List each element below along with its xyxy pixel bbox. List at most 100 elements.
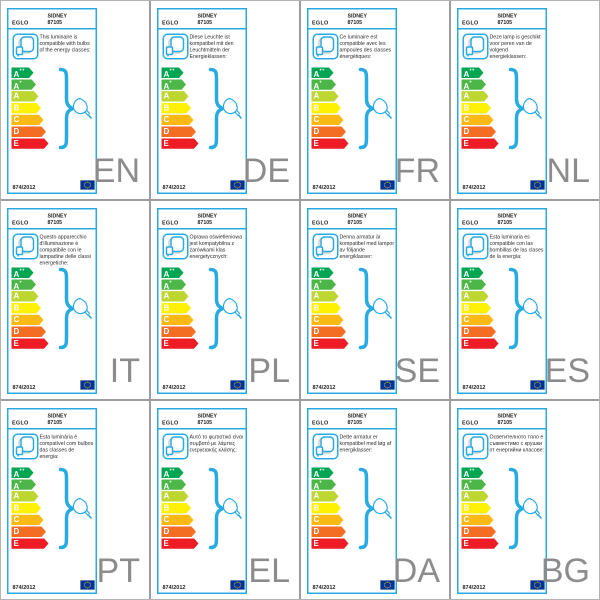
model-name: SIDNEY bbox=[347, 413, 368, 419]
energy-class-arrow-B: B bbox=[312, 503, 342, 514]
compatibility-text: Deze lamp is geschikt voor peren van de … bbox=[489, 34, 541, 60]
brand-logo: EGLO bbox=[312, 220, 329, 226]
energy-class-arrow-A++: A++ bbox=[162, 68, 184, 79]
language-code: BG bbox=[540, 552, 590, 590]
energy-label: EGLO SIDNEY 87105 Ce luminaire est compa… bbox=[307, 8, 397, 194]
energy-class-arrow-E: E bbox=[12, 138, 49, 149]
language-code: SE bbox=[394, 352, 440, 390]
luminaire-icon bbox=[12, 33, 39, 60]
energy-class-arrow-A: A bbox=[312, 91, 339, 102]
bulb-icon bbox=[522, 98, 542, 119]
energy-class-arrow-B: B bbox=[462, 303, 492, 314]
energy-class-arrow-A+: A+ bbox=[312, 279, 337, 290]
energy-class-arrows: A++ A+ A B C D E bbox=[312, 68, 349, 151]
energy-class-arrow-A+: A+ bbox=[12, 79, 37, 90]
energy-label: EGLO SIDNEY 87105 This luminaire is comp… bbox=[7, 8, 97, 194]
energy-class-arrow-C: C bbox=[312, 315, 344, 326]
compatibility-text: Dette armatur er kompatibel med løg af e… bbox=[339, 434, 392, 453]
energy-label: EGLO SIDNEY 87105 Осветителното тяло е с… bbox=[457, 408, 547, 594]
energy-class-arrow-E: E bbox=[162, 538, 199, 549]
bulb-icon bbox=[222, 498, 242, 519]
language-cell: EGLO SIDNEY 87105 Denna armatur är kompa… bbox=[301, 201, 449, 399]
language-code: FR bbox=[394, 152, 440, 190]
model-block: SIDNEY 87105 bbox=[198, 13, 218, 26]
luminaire-icon bbox=[312, 33, 339, 60]
luminaire-icon bbox=[312, 233, 339, 260]
brace-icon bbox=[58, 467, 75, 550]
energy-class-arrow-A: A bbox=[462, 291, 489, 302]
model-number: 87105 bbox=[197, 219, 213, 226]
energy-class-arrows: A++ A+ A B C D E bbox=[162, 268, 199, 351]
brace-icon bbox=[208, 267, 225, 350]
model-name: SIDNEY bbox=[347, 13, 368, 19]
model-block: SIDNEY 87105 bbox=[48, 213, 68, 226]
language-cell: EGLO SIDNEY 87105 Diese Leuchte ist komp… bbox=[151, 1, 299, 199]
energy-class-arrow-A: A bbox=[162, 491, 189, 502]
energy-class-arrow-E: E bbox=[462, 538, 499, 549]
language-code: EL bbox=[248, 552, 290, 590]
energy-class-arrow-A++: A++ bbox=[312, 468, 334, 479]
brand-logo: EGLO bbox=[12, 20, 29, 26]
model-number: 87105 bbox=[347, 419, 363, 426]
energy-class-arrow-A: A bbox=[312, 491, 339, 502]
energy-class-arrow-D: D bbox=[162, 126, 197, 137]
brace-icon bbox=[508, 67, 525, 150]
energy-class-arrow-E: E bbox=[312, 338, 349, 349]
compatibility-text: This luminaire is compatible with bulbs … bbox=[39, 34, 91, 53]
energy-class-arrow-C: C bbox=[462, 115, 494, 126]
language-code: DE bbox=[242, 152, 290, 190]
energy-class-arrow-A++: A++ bbox=[312, 268, 334, 279]
energy-class-arrow-E: E bbox=[12, 338, 49, 349]
energy-class-arrow-A: A bbox=[312, 291, 339, 302]
eu-flag-icon bbox=[530, 580, 545, 590]
model-name: SIDNEY bbox=[497, 413, 518, 419]
energy-class-arrow-A: A bbox=[162, 91, 189, 102]
brand-logo: EGLO bbox=[162, 420, 179, 426]
model-block: SIDNEY 87105 bbox=[198, 213, 218, 226]
luminaire-icon bbox=[312, 433, 339, 460]
model-number: 87105 bbox=[47, 219, 63, 226]
header-divider bbox=[458, 228, 546, 230]
energy-class-arrows: A++ A+ A B C D E bbox=[462, 468, 499, 551]
energy-class-arrow-B: B bbox=[312, 303, 342, 314]
eu-flag-icon bbox=[380, 180, 395, 190]
energy-class-arrow-D: D bbox=[312, 326, 347, 337]
model-name: SIDNEY bbox=[347, 213, 368, 219]
energy-class-arrow-B: B bbox=[162, 303, 192, 314]
luminaire-icon bbox=[162, 233, 189, 260]
brace-icon bbox=[508, 467, 525, 550]
luminaire-icon bbox=[162, 433, 189, 460]
language-cell: EGLO SIDNEY 87105 Esta luminária é compa… bbox=[1, 401, 149, 599]
model-block: SIDNEY 87105 bbox=[48, 13, 68, 26]
model-name: SIDNEY bbox=[47, 413, 68, 419]
regulation-number: 874/2012 bbox=[162, 184, 186, 191]
energy-class-arrow-D: D bbox=[12, 526, 47, 537]
header-divider bbox=[8, 28, 96, 30]
brand-logo: EGLO bbox=[462, 20, 479, 26]
energy-class-arrow-A++: A++ bbox=[12, 68, 34, 79]
model-number: 87105 bbox=[347, 219, 363, 226]
compatibility-text: Esta luminaria es compatible con las bom… bbox=[489, 234, 544, 260]
brace-icon bbox=[358, 467, 375, 550]
header-divider bbox=[158, 28, 246, 30]
energy-class-arrows: A++ A+ A B C D E bbox=[12, 68, 49, 151]
energy-class-arrow-D: D bbox=[312, 526, 347, 537]
energy-class-arrow-B: B bbox=[12, 303, 42, 314]
model-name: SIDNEY bbox=[47, 13, 68, 19]
energy-class-arrow-A+: A+ bbox=[462, 79, 487, 90]
energy-class-arrow-A++: A++ bbox=[462, 268, 484, 279]
energy-class-arrow-B: B bbox=[12, 103, 42, 114]
compatibility-text: Oprawa oświetleniowa jest kompatybilna z… bbox=[189, 234, 243, 260]
eu-flag-icon bbox=[530, 380, 545, 390]
brand-logo: EGLO bbox=[462, 220, 479, 226]
eu-flag-icon bbox=[80, 180, 95, 190]
energy-class-arrow-D: D bbox=[462, 126, 497, 137]
brace-icon bbox=[208, 467, 225, 550]
energy-class-arrow-A+: A+ bbox=[312, 79, 337, 90]
energy-class-arrow-D: D bbox=[12, 126, 47, 137]
energy-class-arrows: A++ A+ A B C D E bbox=[12, 468, 49, 551]
model-number: 87105 bbox=[497, 19, 513, 26]
brace-icon bbox=[58, 67, 75, 150]
luminaire-icon bbox=[12, 233, 39, 260]
energy-class-arrow-A: A bbox=[12, 91, 39, 102]
